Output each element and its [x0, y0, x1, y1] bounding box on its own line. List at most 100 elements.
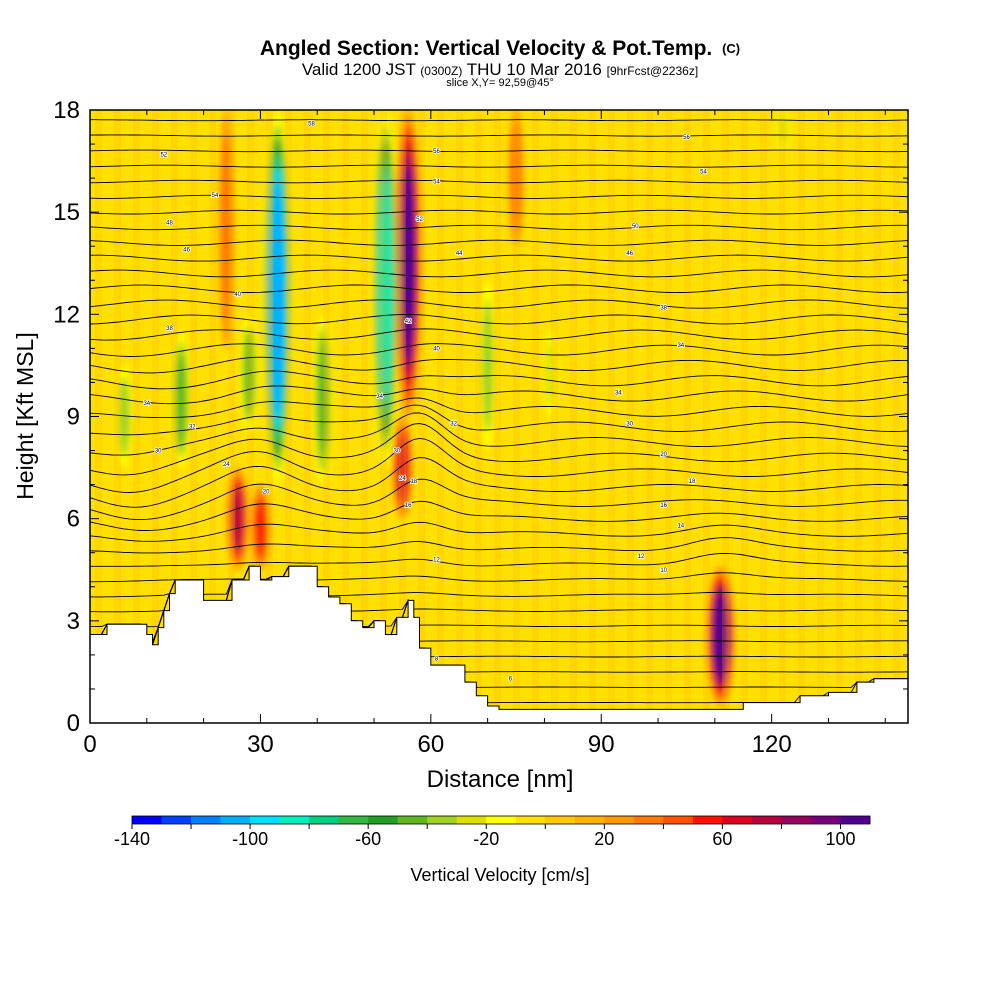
colorbar-tick-label: -140 — [114, 829, 150, 849]
x-tick-label: 0 — [83, 731, 96, 758]
colorbar-frame — [131, 815, 871, 825]
contour-label: 42 — [405, 319, 412, 325]
colorbar-swatch — [781, 816, 812, 824]
colorbar-swatch — [338, 816, 369, 824]
colorbar-swatch — [456, 816, 487, 824]
isentrope-line — [90, 457, 908, 508]
slice-info: slice X,Y= 92,59@45° — [446, 77, 554, 89]
isentrope-line — [90, 299, 908, 309]
y-tick-label: 6 — [67, 506, 80, 533]
isentrope-line — [90, 356, 908, 374]
contour-label: 34 — [677, 343, 684, 349]
contour-label: 58 — [308, 122, 315, 128]
contour-label: 38 — [660, 306, 667, 312]
contour-label: 34 — [143, 401, 150, 407]
isentrope-line — [90, 209, 908, 215]
x-tick-label: 60 — [417, 731, 444, 758]
contour-label: 40 — [433, 346, 440, 352]
colorbar-swatch — [309, 816, 339, 824]
contour-label: 54 — [700, 169, 707, 175]
colorbar-tick-label: -60 — [355, 829, 381, 849]
valid-date: THU 10 Mar 2016 — [466, 60, 602, 79]
isentrope-line — [90, 119, 908, 122]
chart-title-text: Angled Section: Vertical Velocity & Pot.… — [259, 37, 713, 60]
colorbar-swatch — [427, 816, 458, 824]
isentrope-line — [90, 397, 908, 419]
contour-label: 56 — [433, 149, 440, 155]
contour-label: 20 — [263, 489, 270, 495]
contour-label: 48 — [166, 220, 173, 226]
isentrope-line — [90, 179, 908, 184]
isentrope-line — [90, 478, 908, 521]
contour-label: 30 — [155, 449, 162, 455]
contour-label: 34 — [376, 394, 383, 400]
x-tick-label: 90 — [588, 731, 615, 758]
colorbar-swatch — [574, 816, 605, 824]
isentrope-line — [90, 537, 908, 554]
y-axis-label: Height [Kft MSL] — [12, 332, 38, 500]
valid-time-line: Valid 1200 JST (0300Z) THU 10 Mar 2016 [… — [0, 61, 1000, 80]
contour-label: 56 — [683, 135, 690, 141]
isentrope-line — [90, 385, 908, 405]
isentrope-line — [90, 134, 908, 137]
isentrope-line — [90, 284, 908, 294]
colorbar-swatch — [191, 816, 221, 824]
contour-label: 14 — [677, 524, 684, 530]
colorbar-swatch — [692, 816, 723, 824]
x-tick-label: 30 — [247, 731, 274, 758]
contour-label: 32 — [450, 421, 457, 427]
colorbar-swatch — [368, 816, 398, 824]
isentrope-line — [90, 224, 908, 231]
colorbar-swatch — [250, 816, 280, 824]
colorbar-tick-label: 60 — [712, 829, 732, 849]
contour-label: 24 — [399, 476, 406, 482]
contour-label: 52 — [416, 217, 423, 223]
chart-title: Angled Section: Vertical Velocity & Pot.… — [0, 38, 1000, 60]
colorbar-tick-label: -100 — [232, 829, 268, 849]
valid-time-local: Valid 1200 JST — [301, 60, 416, 79]
contour-label: 30 — [393, 449, 400, 455]
colorbar-swatch — [486, 816, 517, 824]
isentrope-line — [90, 105, 908, 106]
colorbar-swatch — [132, 816, 162, 824]
contour-label: 50 — [632, 224, 639, 230]
colorbar-swatch — [279, 816, 310, 824]
isentrope-line — [90, 565, 908, 598]
contour-label: 18 — [410, 479, 417, 485]
colorbar-swatch — [840, 816, 871, 824]
isentrope-line — [90, 343, 908, 357]
isentrope-line — [90, 437, 908, 493]
isentrope-line — [90, 254, 908, 262]
colorbar-swatch — [722, 816, 753, 824]
contour-label: 40 — [234, 292, 241, 298]
contour-label: 52 — [160, 152, 167, 158]
y-tick-label: 12 — [53, 301, 80, 328]
colorbar-swatch — [751, 816, 782, 824]
contour-label: 16 — [405, 503, 412, 509]
colorbar-tick-label: -20 — [473, 829, 499, 849]
colorbar-swatch — [397, 816, 428, 824]
isentrope-line — [90, 521, 908, 542]
y-tick-label: 9 — [67, 404, 80, 431]
contour-label: 16 — [660, 503, 667, 509]
chart-title-unit: (C) — [722, 41, 741, 56]
contour-label: 32 — [189, 425, 196, 431]
isentrope-line — [90, 552, 908, 567]
contour-label: 34 — [615, 391, 622, 397]
contour-label: 54 — [433, 180, 440, 186]
valid-time-utc: (0300Z) — [420, 64, 463, 78]
isentrope-line — [90, 404, 908, 436]
isentrope-line — [90, 194, 908, 199]
isentrope-line — [90, 500, 908, 531]
isentrope-line — [90, 269, 908, 278]
x-tick-label: 120 — [752, 731, 792, 758]
y-tick-label: 0 — [67, 710, 80, 737]
colorbar-swatch — [161, 816, 192, 824]
colorbar-swatch — [810, 816, 841, 824]
colorbar-swatch — [220, 816, 251, 824]
isentrope-line — [90, 370, 908, 390]
colorbar-swatch — [604, 816, 635, 824]
colorbar-tick-label: 20 — [594, 829, 614, 849]
